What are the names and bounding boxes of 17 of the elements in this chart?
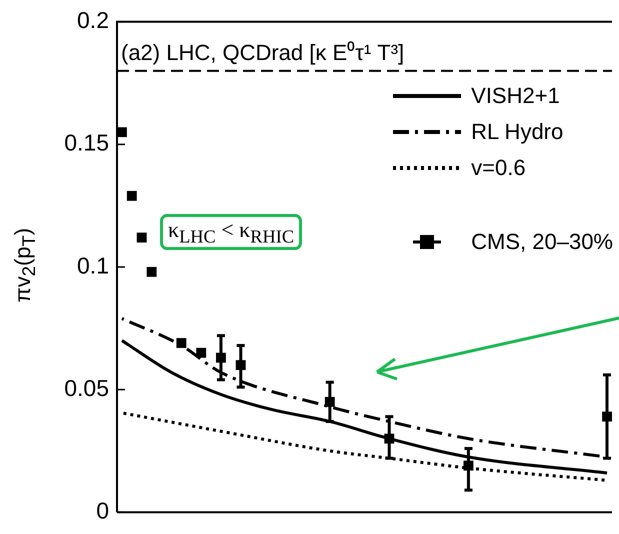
point: [136, 232, 147, 243]
y-tick-label: 0.2: [77, 7, 109, 34]
point: [176, 338, 186, 348]
point: [196, 348, 206, 358]
y-tick-label: 0.15: [64, 130, 109, 156]
y-tick-label: 0.1: [77, 252, 109, 278]
legend-label: RL Hydro: [471, 119, 564, 145]
y-tick-label: 0: [96, 498, 109, 524]
point: [117, 127, 127, 138]
legend-label: v=0.6: [471, 155, 526, 181]
legend-label: VISH2+1: [471, 83, 560, 109]
annotation: κ$_{LHC}$ < κ$_{RHIC}$: [160, 214, 302, 250]
legend-label: CMS, 20–30%: [471, 229, 613, 255]
point: [126, 190, 137, 201]
point: [146, 266, 157, 277]
annotation: (a2) LHC, QCDrad [κ E⁰τ¹ T³]: [121, 36, 404, 66]
y-tick-label: 0.05: [64, 374, 109, 401]
